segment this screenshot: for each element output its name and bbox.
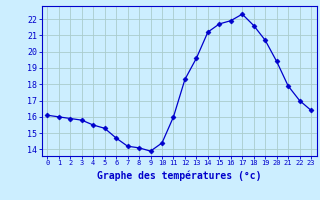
X-axis label: Graphe des températures (°c): Graphe des températures (°c) [97,170,261,181]
